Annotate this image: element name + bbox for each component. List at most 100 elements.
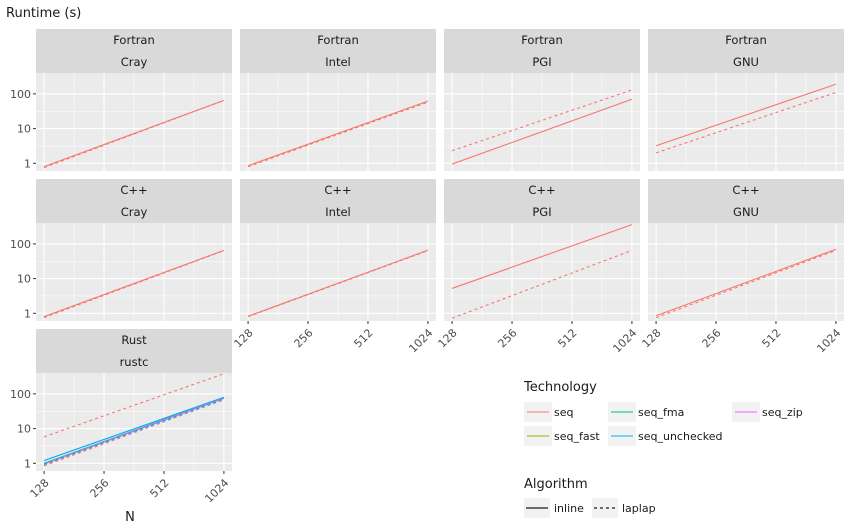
x-tick-label: 128 [640,326,664,350]
strip-compiler-label: PGI [532,55,551,69]
y-tick-label: 10 [17,123,31,136]
strip-language-bg [648,179,844,201]
strip-compiler-bg [648,201,844,223]
x-tick-label: 1024 [202,476,231,505]
strip-compiler-label: GNU [733,205,759,219]
facet-panel-fortran-cray: Fortran Cray 1 10 100 [10,29,232,171]
strip-compiler-label: Intel [325,205,350,219]
strip-language-label: Fortran [725,33,767,47]
series-line-seq-laplap [247,101,429,168]
y-axis-title: Runtime (s) [6,6,81,21]
series-line-seq_zip-laplap [43,398,225,466]
strip-language-bg [240,179,436,201]
strip-compiler-bg [36,51,232,73]
series-line-seq_unchecked-laplap [43,398,225,465]
strip-compiler-bg [240,201,436,223]
strip-language-bg [444,29,640,51]
x-tick-label: 1024 [610,326,639,355]
facet-panel-rust-rustc: Rust rustc 1 10 100 128 256 512 1024 [10,329,232,505]
facet-panel-fortran-gnu: Fortran GNU [648,29,844,171]
x-tick-label: 512 [147,476,171,500]
y-tick-label: 1 [24,457,31,470]
legend-technology-title: Technology [523,380,597,395]
x-tick-label: 256 [292,326,316,350]
legend-label-seq_fma: seq_fma [638,406,684,419]
x-tick-label: 128 [232,326,256,350]
legend-algorithm-title: Algorithm [524,477,588,492]
x-tick-label: 256 [700,326,724,350]
strip-compiler-bg [444,201,640,223]
strip-language-bg [36,29,232,51]
series-line-seq-laplap [43,373,225,438]
strip-compiler-label: PGI [532,205,551,219]
strip-compiler-bg [444,51,640,73]
series-line-seq-laplap [655,91,837,154]
y-tick-label: 10 [17,423,31,436]
x-tick-label: 256 [88,476,112,500]
x-tick-label: 512 [555,326,579,350]
series-line-seq-laplap [247,250,429,318]
strip-language-bg [36,179,232,201]
series-line-seq-laplap [43,250,225,319]
legend-label-seq: seq [554,406,573,419]
strip-language-bg [648,29,844,51]
series-line-seq-inline [451,224,633,289]
legend: Technology seq seq_fast seq_fma seq_unchecke… [523,380,803,518]
strip-language-label: C++ [324,183,351,197]
x-tick-label: 1024 [814,326,843,355]
x-tick-label: 256 [496,326,520,350]
series-line-seq-inline [451,98,633,165]
legend-label-inline: inline [554,502,584,515]
series-line-seq-inline [43,249,225,318]
strip-compiler-label: rustc [120,355,149,369]
strip-compiler-label: Cray [121,55,148,69]
strip-compiler-bg [240,51,436,73]
y-tick-label: 10 [17,273,31,286]
facet-panel-cpp-gnu: C++ GNU 128 256 512 1024 [640,179,844,355]
x-tick-label: 128 [436,326,460,350]
strip-compiler-label: Intel [325,55,350,69]
strip-compiler-label: GNU [733,55,759,69]
facet-panel-cpp-cray: C++ Cray 1 10 100 [10,179,232,321]
strip-compiler-label: Cray [121,205,148,219]
y-tick-label: 100 [10,238,31,251]
y-tick-label: 1 [24,157,31,170]
strip-language-label: Fortran [113,33,155,47]
strip-language-bg [444,179,640,201]
strip-compiler-bg [36,351,232,373]
series-line-seq-inline [247,100,429,167]
series-line-seq-laplap [451,249,633,319]
facet-panel-fortran-intel: Fortran Intel [240,29,436,171]
strip-language-label: Fortran [521,33,563,47]
facet-panel-fortran-pgi: Fortran PGI [444,29,640,171]
strip-language-label: C++ [120,183,147,197]
strip-language-bg [36,329,232,351]
x-tick-label: 1024 [406,326,435,355]
series-line-seq-laplap [43,99,225,169]
x-tick-label: 128 [28,476,52,500]
y-tick-label: 100 [10,388,31,401]
x-tick-label: 512 [759,326,783,350]
series-line-seq_unchecked-inline [43,396,225,462]
legend-label-seq_fast: seq_fast [554,430,600,443]
legend-label-seq_unchecked: seq_unchecked [638,430,723,443]
series-line-seq-laplap [451,89,633,152]
x-tick-label: 512 [351,326,375,350]
series-line-seq-inline [655,83,837,147]
legend-key-bg [592,498,618,518]
facet-panel-cpp-intel: C++ Intel 128 256 512 1024 [232,179,436,355]
strip-language-label: Fortran [317,33,359,47]
facet-panel-cpp-pgi: C++ PGI 128 256 512 1024 [436,179,640,355]
strip-language-label: C++ [732,183,759,197]
y-tick-label: 1 [24,307,31,320]
series-line-seq-inline [655,248,837,317]
x-axis-title: N [125,510,135,525]
strip-compiler-bg [648,51,844,73]
y-tick-label: 100 [10,88,31,101]
strip-language-label: Rust [121,333,147,347]
legend-label-seq_zip: seq_zip [762,406,803,419]
strip-language-bg [240,29,436,51]
series-line-seq-laplap [655,249,837,319]
